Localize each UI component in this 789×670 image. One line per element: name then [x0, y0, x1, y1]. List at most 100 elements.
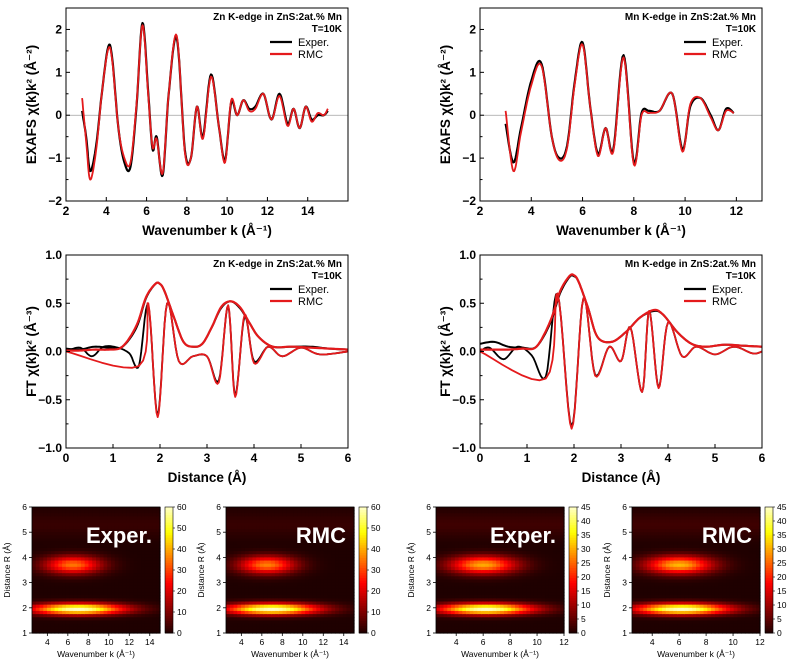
heatmap-cell: [488, 507, 494, 511]
heatmap-cell: [439, 538, 445, 543]
heatmap-cell: [84, 585, 90, 590]
heatmap-cell: [511, 535, 516, 540]
heatmap-cell: [560, 626, 565, 631]
heatmap-cell: [88, 557, 93, 562]
heatmap-cell: [305, 576, 310, 581]
heatmap-cell: [350, 610, 355, 615]
colorbar-cell: [165, 554, 173, 558]
heatmap-cell: [274, 551, 280, 555]
heatmap-cell: [233, 588, 238, 593]
heatmap-cell: [65, 570, 71, 574]
heatmap-cell: [96, 604, 101, 609]
heatmap-cell: [342, 560, 348, 565]
heatmap-cell: [229, 557, 235, 562]
x-tick-label: 8: [86, 637, 91, 647]
heatmap-cell: [342, 544, 348, 549]
heatmap-cell: [545, 629, 550, 634]
heatmap-cell: [650, 614, 656, 618]
heatmap-cell: [62, 547, 67, 552]
heatmap-cell: [111, 617, 116, 621]
heatmap-cell: [126, 623, 131, 628]
heatmap-cell: [466, 566, 471, 571]
heatmap-cell: [458, 535, 463, 540]
heatmap-cell: [650, 604, 656, 609]
heatmap-cell: [496, 516, 501, 521]
heatmap-cell: [316, 541, 321, 546]
heatmap-cell: [673, 544, 678, 549]
heatmap-cell: [515, 582, 520, 587]
heatmap-cell: [286, 538, 291, 543]
heatmap-cell: [560, 551, 565, 555]
heatmap-cell: [152, 579, 157, 584]
heatmap-cell: [530, 579, 535, 584]
heatmap-cell: [511, 623, 516, 628]
heatmap-cell: [466, 617, 471, 621]
heatmap-cell: [439, 557, 445, 562]
heatmap-cell: [259, 601, 265, 606]
heatmap-cell: [654, 532, 659, 536]
heatmap-cell: [96, 538, 101, 543]
heatmap-cell: [533, 547, 539, 552]
heatmap-cell: [252, 617, 257, 621]
heatmap-cell: [451, 519, 456, 524]
heatmap-cell: [481, 629, 486, 634]
heatmap-cell: [335, 576, 340, 581]
heatmap-cell: [244, 604, 250, 609]
heatmap-cell: [327, 629, 333, 634]
heatmap-cell: [92, 617, 97, 621]
heatmap-cell: [466, 601, 471, 606]
heatmap-cell: [32, 610, 37, 615]
heatmap-cell: [84, 614, 90, 618]
heatmap-cell: [477, 535, 482, 540]
heatmap-cell: [320, 544, 325, 549]
heatmap-cell: [92, 535, 97, 540]
heatmap-cell: [496, 620, 501, 625]
heatmap-cell: [301, 532, 306, 536]
heatmap-cell: [126, 566, 131, 571]
heatmap-cell: [69, 570, 75, 574]
heatmap-cell: [526, 538, 531, 543]
heatmap-cell: [338, 604, 344, 609]
heatmap-cell: [632, 610, 637, 615]
heatmap-cell: [436, 513, 441, 518]
heatmap-cell: [312, 519, 317, 524]
heatmap-cell: [556, 516, 561, 521]
heatmap-cell: [263, 598, 269, 603]
heatmap-cell: [662, 554, 667, 558]
heatmap-cell: [278, 610, 284, 615]
heatmap-cell: [323, 547, 329, 552]
heatmap-cell: [35, 585, 41, 590]
heatmap-cell: [658, 516, 663, 521]
colorbar-cell: [569, 587, 577, 591]
heatmap-cell: [69, 513, 75, 518]
heatmap-cell: [141, 529, 146, 533]
heatmap-cell: [152, 557, 157, 562]
heatmap-cell: [533, 629, 539, 634]
heatmap-cell: [346, 538, 351, 543]
heatmap-cell: [47, 620, 52, 625]
heatmap-cell: [290, 507, 295, 511]
heatmap-cell: [560, 614, 565, 618]
heatmap-cell: [327, 554, 333, 558]
heatmap-cell: [522, 563, 527, 568]
heatmap-cell: [301, 626, 306, 631]
colorbar-cell: [359, 549, 367, 553]
heatmap-cell: [274, 541, 280, 546]
colorbar-tick-label: 10: [581, 600, 591, 610]
heatmap-cell: [241, 563, 246, 568]
heatmap-cell: [301, 560, 306, 565]
heatmap-cell: [454, 570, 460, 574]
colorbar-cell: [165, 517, 173, 521]
heatmap-cell: [669, 601, 675, 606]
heatmap-cell: [152, 614, 157, 618]
heatmap-cell: [503, 547, 509, 552]
heatmap-cell: [133, 522, 139, 527]
heatmap-cell: [673, 554, 678, 558]
heatmap-cell: [669, 532, 675, 536]
heatmap-cell: [530, 507, 535, 511]
heatmap-cell: [443, 522, 448, 527]
heatmap-cell: [643, 617, 648, 621]
heatmap-cell: [462, 623, 467, 628]
heatmap-cell: [103, 607, 108, 612]
heatmap-cell: [301, 595, 306, 599]
